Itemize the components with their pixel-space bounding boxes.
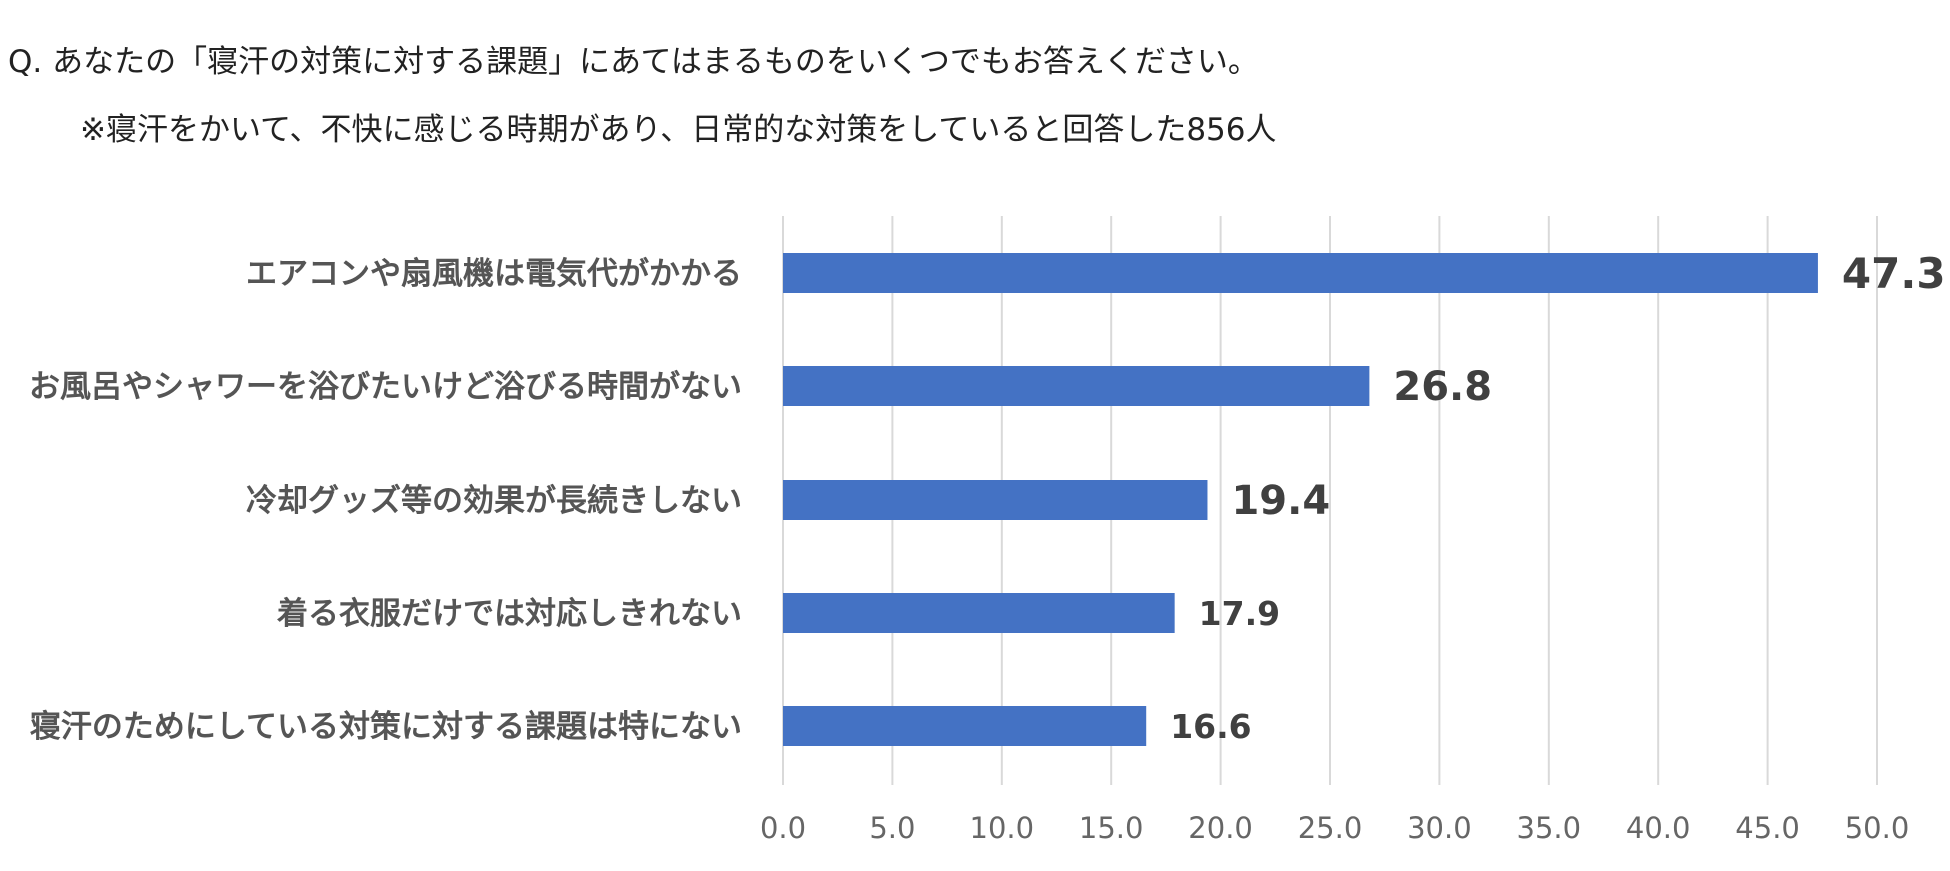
x-tick-label: 10.0 bbox=[970, 811, 1035, 845]
question-text: Q. あなたの「寝汗の対策に対する課題」にあてはまるものをいくつでもお答えくださ… bbox=[8, 44, 1259, 80]
respondent-note: ※寝汗をかいて、不快に感じる時期があり、日常的な対策をしていると回答した856人 bbox=[80, 112, 1277, 148]
x-tick-label: 20.0 bbox=[1188, 811, 1253, 845]
x-tick-label: 50.0 bbox=[1845, 811, 1910, 845]
bar bbox=[783, 593, 1175, 633]
x-tick-label: 25.0 bbox=[1298, 811, 1363, 845]
x-tick-label: 0.0 bbox=[760, 811, 806, 845]
category-label: エアコンや扇風機は電気代がかかる bbox=[246, 256, 742, 292]
bar bbox=[783, 706, 1147, 746]
bar bbox=[783, 253, 1818, 293]
x-tick-label: 40.0 bbox=[1626, 811, 1691, 845]
bar bbox=[783, 480, 1208, 520]
category-label: 寝汗のためにしている対策に対する課題は特にない bbox=[30, 709, 742, 745]
bars bbox=[783, 253, 1818, 746]
bar bbox=[783, 366, 1370, 406]
x-axis-ticks: 0.0 5.0 10.0 15.0 20.0 25.0 30.0 35.0 40.0 45.0 50… bbox=[760, 811, 1909, 845]
value-label: 47.3 bbox=[1842, 249, 1946, 298]
category-label: お風呂やシャワーを浴びたいけど浴びる時間がない bbox=[29, 369, 742, 405]
gridlines bbox=[782, 216, 1878, 785]
x-tick-label: 5.0 bbox=[869, 811, 915, 845]
x-tick-label: 35.0 bbox=[1517, 811, 1582, 845]
x-tick-label: 30.0 bbox=[1407, 811, 1472, 845]
x-tick-label: 45.0 bbox=[1735, 811, 1800, 845]
x-tick-label: 15.0 bbox=[1079, 811, 1144, 845]
value-label: 26.8 bbox=[1393, 364, 1492, 410]
value-label: 19.4 bbox=[1231, 478, 1330, 524]
category-label: 冷却グッズ等の効果が長続きしない bbox=[246, 483, 742, 519]
labels: エアコンや扇風機は電気代がかかる 47.3 お風呂やシャワーを浴びたいけど浴びる時間… bbox=[29, 249, 1946, 746]
value-label: 17.9 bbox=[1199, 594, 1280, 633]
category-label: 着る衣服だけでは対応しきれない bbox=[276, 596, 742, 632]
value-label: 16.6 bbox=[1170, 707, 1251, 746]
